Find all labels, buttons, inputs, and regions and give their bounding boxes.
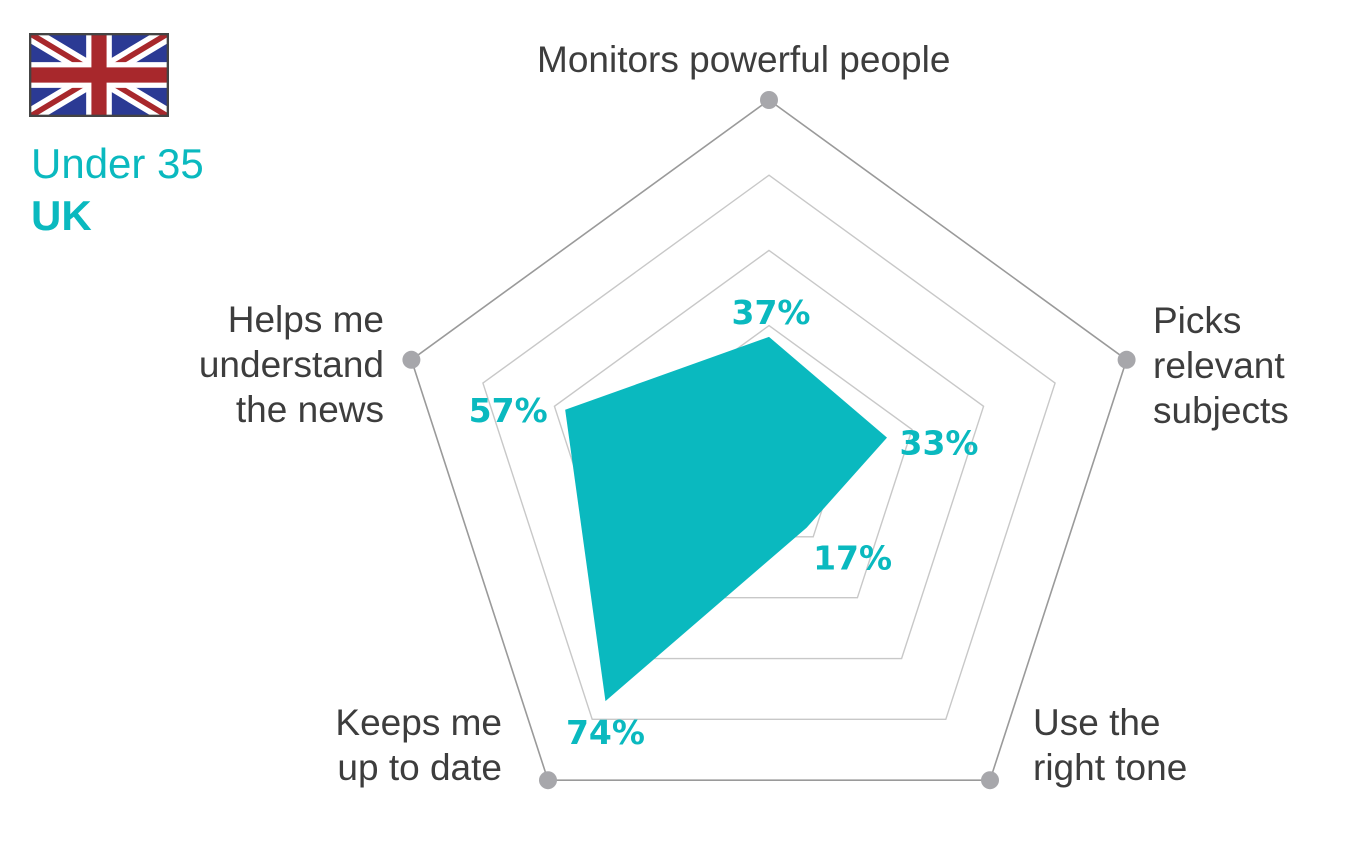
value-label-2: 17% bbox=[813, 539, 892, 578]
value-label-1: 33% bbox=[900, 424, 979, 463]
grid-ring-80 bbox=[482, 174, 1056, 721]
value-label-0: 37% bbox=[732, 293, 811, 332]
axis-label-helps: Helps me understand the news bbox=[198, 299, 384, 430]
chart-country: UK bbox=[31, 192, 92, 239]
axis-marker-4 bbox=[402, 350, 421, 369]
axis-label-picks: Picks relevant subjects bbox=[1153, 300, 1289, 431]
value-label-4: 57% bbox=[469, 391, 548, 430]
axis-marker-3 bbox=[538, 771, 557, 790]
axis-label-keeps: Keeps me up to date bbox=[335, 702, 502, 788]
axis-label-tone: Use the right tone bbox=[1033, 702, 1188, 788]
axis-marker-1 bbox=[1117, 350, 1136, 369]
uk-flag-icon bbox=[29, 33, 169, 117]
axis-marker-2 bbox=[981, 771, 1000, 790]
grid-ring-60 bbox=[553, 249, 985, 660]
grid-ring-100 bbox=[410, 99, 1128, 781]
chart-subtitle: Under 35 bbox=[31, 140, 204, 187]
data-area bbox=[565, 336, 888, 702]
value-label-3: 74% bbox=[566, 713, 645, 752]
axis-label-monitors: Monitors powerful people bbox=[537, 39, 951, 80]
axis-marker-0 bbox=[760, 91, 778, 109]
